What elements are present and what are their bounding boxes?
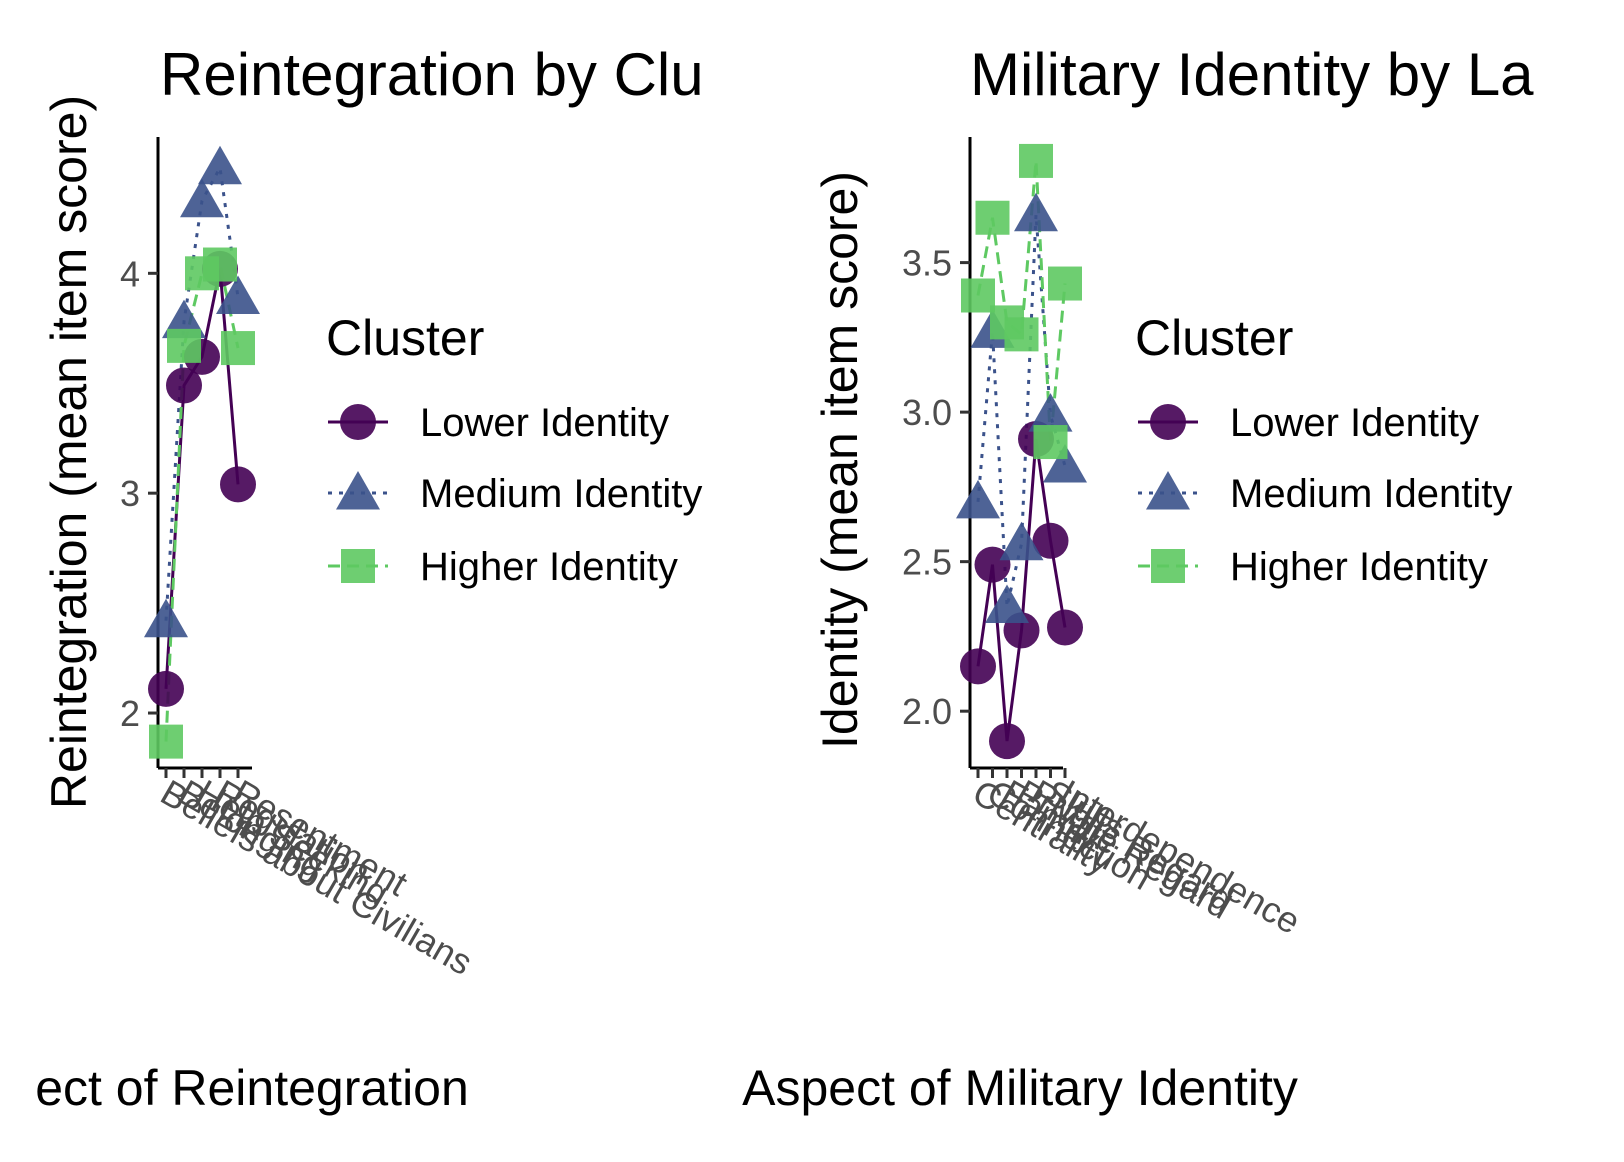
plot-area <box>956 143 1087 760</box>
data-point <box>1032 522 1069 559</box>
chart-title: Reintegration by Clu <box>160 41 704 108</box>
data-point <box>1033 425 1068 460</box>
y-axis-title: Reintegration (mean item score) <box>41 95 97 809</box>
data-point <box>960 648 996 685</box>
legend-keys <box>1138 404 1198 583</box>
legend-title: Cluster <box>326 310 484 366</box>
data-point <box>166 367 202 404</box>
series-line <box>976 438 1067 742</box>
data-point <box>148 670 184 707</box>
legend-label: Higher Identity <box>420 545 678 589</box>
data-point <box>216 275 260 314</box>
data-point <box>221 331 255 366</box>
data-point <box>220 466 256 503</box>
y-ticks: 2.0 2.5 3.0 3.5 <box>902 243 970 732</box>
legend-key-marker <box>341 549 375 583</box>
legend-label: Lower Identity <box>420 401 669 445</box>
legend: Cluster Lower Identity Medium Identity H… <box>1135 310 1512 589</box>
data-point <box>162 299 206 339</box>
data-point <box>985 584 1029 624</box>
data-point <box>1047 609 1083 646</box>
y-tick-label: 3.0 <box>902 392 952 433</box>
data-point <box>1019 143 1053 178</box>
legend-title: Cluster <box>1135 310 1293 366</box>
data-point <box>961 278 995 313</box>
legend-label: Medium Identity <box>420 472 702 516</box>
data-point <box>974 546 1011 583</box>
data-point <box>167 328 201 363</box>
data-point <box>999 521 1044 561</box>
data-point <box>975 200 1010 235</box>
data-point <box>1004 317 1039 352</box>
x-axis-title: ect of Reintegration <box>35 1060 469 1116</box>
data-point <box>203 247 237 282</box>
panel-reintegration: Reintegration by Clu Reintegration (mean… <box>35 41 703 1116</box>
y-tick-label: 3.5 <box>902 243 952 284</box>
y-tick-label: 2 <box>120 693 140 734</box>
legend-key-marker <box>340 404 376 440</box>
data-point <box>989 723 1025 760</box>
y-tick-label: 3 <box>120 473 140 514</box>
y-ticks: 2 3 4 <box>120 253 158 734</box>
y-tick-label: 2.5 <box>902 542 952 583</box>
legend-label: Lower Identity <box>1230 401 1479 445</box>
x-ticks: Beliefs about Civilians Belonging Help S… <box>154 768 480 983</box>
legend-key-marker <box>1150 404 1186 440</box>
x-axis-title: Aspect of Military Identity <box>742 1060 1298 1116</box>
data-point <box>149 724 183 759</box>
legend-label: Medium Identity <box>1230 472 1512 516</box>
data-point <box>198 145 242 185</box>
series-line <box>164 262 240 742</box>
data-point <box>180 178 224 218</box>
data-point <box>1014 192 1058 232</box>
panel-military-identity: Military Identity by La Identity (mean i… <box>742 41 1534 1116</box>
y-tick-label: 2.0 <box>902 691 952 732</box>
legend-key-marker <box>1151 549 1185 583</box>
plot-area <box>144 145 260 759</box>
data-point <box>1043 443 1087 483</box>
data-point <box>1028 393 1073 432</box>
legend-key-marker <box>336 471 380 510</box>
y-tick-label: 4 <box>120 253 140 294</box>
x-ticks: Centrality Connection Family Private Reg… <box>966 768 1308 942</box>
data-point <box>956 479 1000 519</box>
legend: Cluster Lower Identity Medium Identity H… <box>326 310 702 589</box>
legend-key-marker <box>1146 471 1190 510</box>
data-point <box>1048 266 1082 301</box>
chart-title: Military Identity by La <box>970 41 1534 108</box>
legend-keys <box>328 404 388 583</box>
legend-label: Higher Identity <box>1230 545 1488 589</box>
y-axis-title: Identity (mean item score) <box>812 171 868 749</box>
data-point <box>144 598 188 638</box>
